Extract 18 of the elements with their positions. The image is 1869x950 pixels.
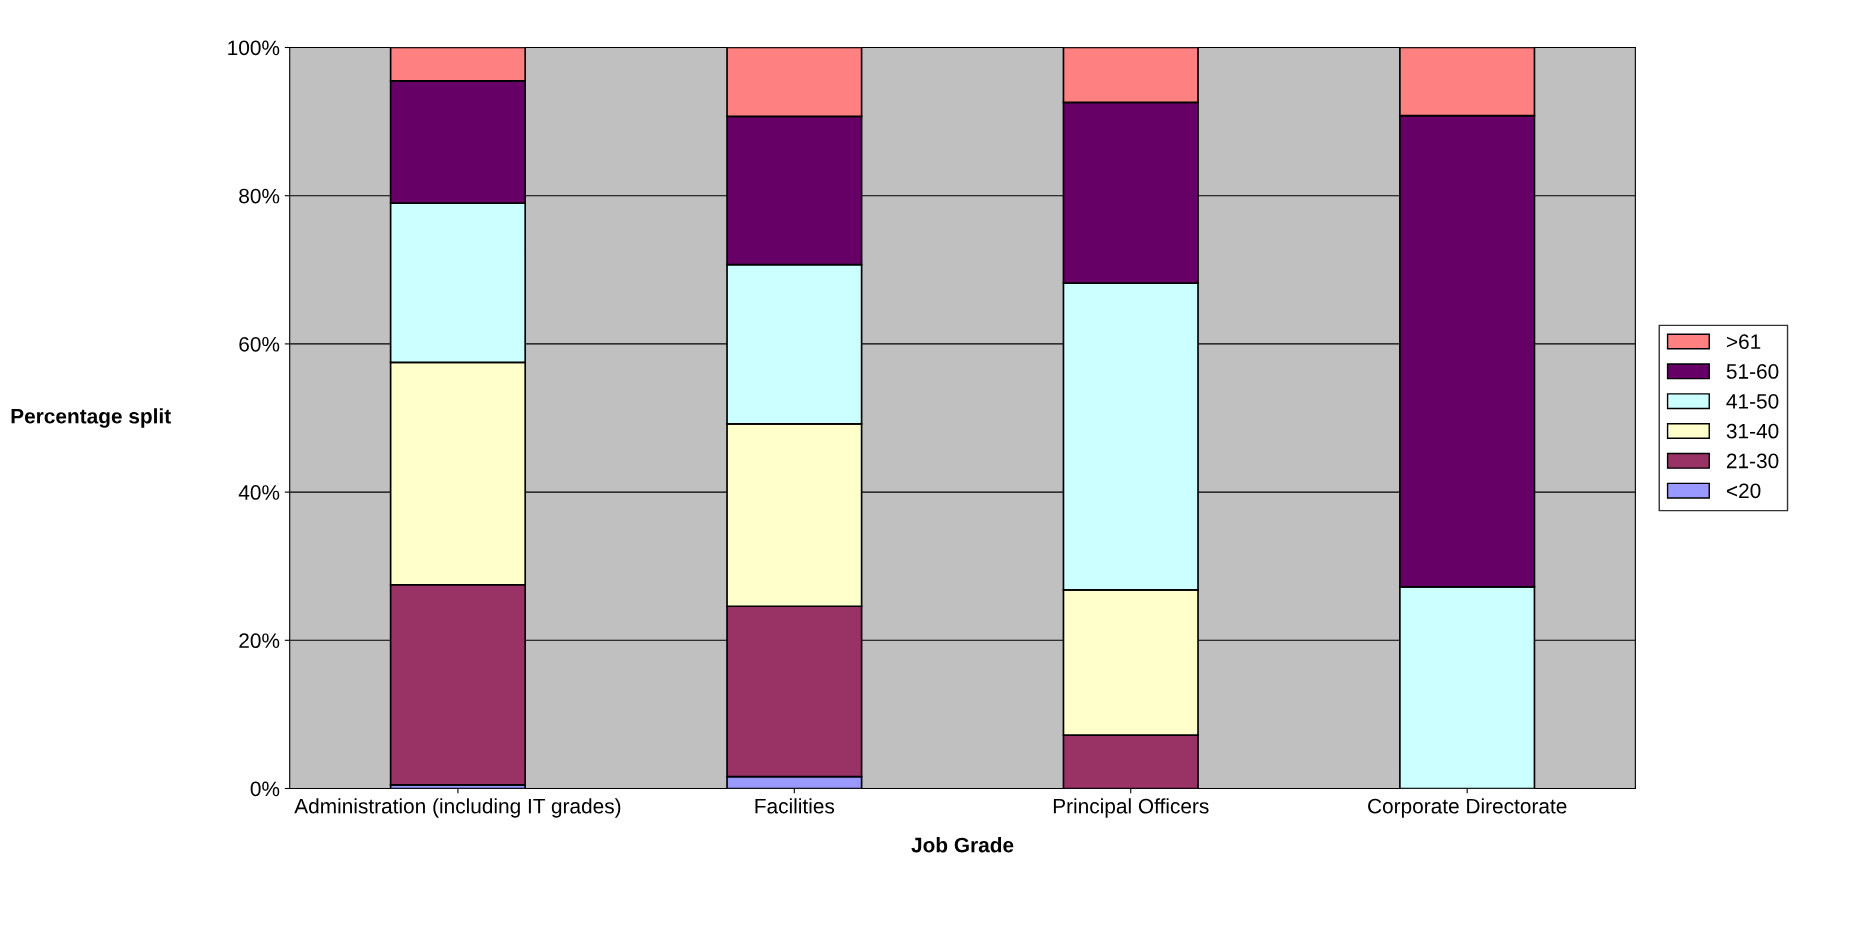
x-axis-title: Job Grade bbox=[911, 837, 1014, 853]
legend-label: >61 bbox=[1726, 334, 1761, 349]
y-tick-label: 80% bbox=[239, 188, 280, 204]
legend-label: 51-60 bbox=[1726, 364, 1779, 379]
legend-label: 31-40 bbox=[1726, 423, 1779, 439]
y-axis-title: Percentage split bbox=[11, 408, 171, 428]
x-tick-label: Principal Officers bbox=[1053, 798, 1209, 818]
x-tick-label: Facilities bbox=[755, 798, 835, 814]
legend-label: <20 bbox=[1726, 483, 1761, 499]
y-tick-label: 100% bbox=[228, 40, 280, 56]
legend-label: 21-30 bbox=[1726, 453, 1779, 469]
y-tick-label: 60% bbox=[239, 336, 280, 352]
x-tick-label: Corporate Directorate bbox=[1368, 798, 1567, 818]
y-tick-label: 0% bbox=[250, 781, 280, 797]
x-tick-label: Administration (including IT grades) bbox=[294, 798, 621, 818]
y-tick-label: 20% bbox=[239, 633, 280, 649]
y-tick-label: 40% bbox=[238, 485, 280, 500]
legend-label: 41-50 bbox=[1726, 393, 1779, 409]
